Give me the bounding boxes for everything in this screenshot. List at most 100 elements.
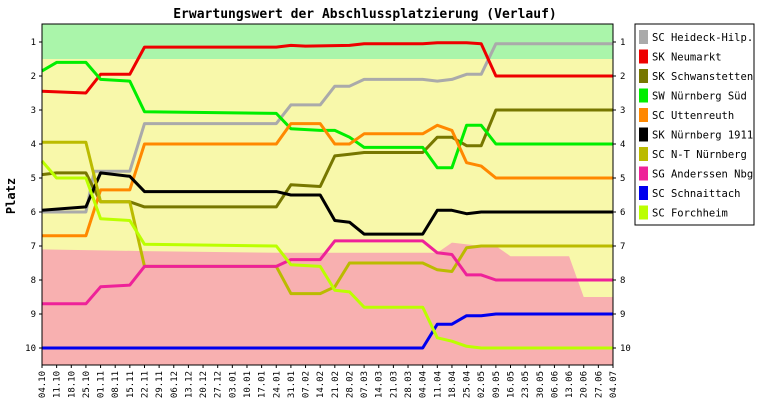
x-tick-label: 28.02: [345, 371, 355, 398]
x-tick-label: 21.02: [331, 371, 341, 398]
legend-swatch: [639, 186, 648, 200]
x-tick-label: 04.07: [609, 371, 619, 398]
x-tick-label: 09.05: [492, 371, 502, 398]
x-tick-label: 04.04: [419, 371, 429, 398]
x-tick-label: 20.06: [580, 371, 590, 398]
series-line: [41, 60, 613, 170]
x-tick-label: 25.04: [463, 371, 473, 398]
legend-swatch: [639, 147, 648, 161]
x-tick-label: 23.05: [521, 371, 531, 398]
legend-label: SC Forchheim: [652, 208, 728, 220]
plot-border: [41, 23, 614, 366]
x-tick-label: 13.12: [184, 371, 194, 398]
legend-label: SC Uttenreuth: [652, 110, 734, 122]
legend-label: SK Nürnberg 1911: [652, 130, 753, 142]
y-tick-label: 6: [620, 208, 625, 218]
x-tick-label: 24.01: [272, 371, 282, 398]
y-tick-label: 10: [620, 344, 631, 354]
series-line: [42, 122, 613, 238]
legend-label: SC Schnaittach: [652, 188, 741, 200]
zone-top: [42, 24, 613, 59]
legend-label: SG Anderssen Nbg: [652, 169, 753, 181]
series-line: [41, 41, 613, 95]
x-tick-label: 10.01: [243, 371, 253, 398]
legend-swatch: [639, 69, 648, 83]
y-axis-label: Platz: [4, 178, 18, 214]
series-line: [42, 312, 613, 350]
y-tick-label: 1: [31, 38, 36, 48]
zone-bottom: [42, 242, 613, 365]
x-tick-label: 06.12: [170, 371, 180, 398]
y-tick-label: 6: [31, 208, 36, 218]
series-lines: [40, 41, 613, 350]
x-tick-label: 11.04: [433, 371, 443, 398]
y-tick-label: 2: [620, 72, 625, 82]
x-tick-label: 07.02: [302, 371, 312, 398]
y-tick-label: 3: [31, 106, 36, 116]
x-tick-label: 18.10: [67, 371, 77, 398]
x-tick-label: 27.12: [214, 371, 224, 398]
x-tick-label: 03.01: [228, 371, 238, 398]
x-tick-label: 30.05: [536, 371, 546, 398]
legend-label: SW Nürnberg Süd: [652, 91, 747, 103]
x-tick-label: 14.03: [375, 371, 385, 398]
x-tick-label: 29.11: [155, 371, 165, 398]
series-line: [42, 140, 613, 296]
x-tick-label: 16.05: [507, 371, 517, 398]
x-tick-label: 22.11: [140, 371, 150, 398]
legend-label: SC Heideck-Hilp.: [652, 32, 753, 44]
legend-swatch: [639, 49, 648, 64]
series-line: [40, 160, 613, 350]
x-tick-label: 20.12: [199, 371, 209, 398]
plot-frame: [41, 23, 614, 366]
x-tick-label: 11.10: [53, 371, 63, 398]
x-tick-label: 27.06: [594, 371, 604, 398]
legend-swatch: [639, 30, 648, 44]
y-tick-label: 4: [31, 140, 36, 150]
y-tick-label: 2: [31, 72, 36, 82]
series-line: [41, 171, 613, 236]
y-tick-label: 7: [31, 242, 36, 252]
x-tick-label: 17.01: [258, 371, 268, 398]
legend-swatch: [639, 127, 648, 142]
x-tick-label: 02.05: [477, 371, 487, 398]
y-tick-label: 8: [620, 276, 625, 286]
y-tick-label: 10: [25, 344, 36, 354]
legend-swatch: [639, 108, 648, 122]
legend-label: SC N-T Nürnberg: [652, 149, 747, 161]
legend-label: SK Schwanstetten: [652, 71, 753, 83]
x-tick-label: 13.06: [565, 371, 575, 398]
x-tick-label: 01.11: [97, 371, 107, 398]
x-tick-label: 14.02: [316, 371, 326, 398]
x-tick-label: 08.11: [111, 371, 121, 398]
x-tick-label: 28.03: [404, 371, 414, 398]
y-tick-label: 7: [620, 242, 625, 252]
x-tick-label: 04.10: [38, 371, 48, 398]
y-tick-label: 9: [31, 310, 36, 320]
y-tick-label: 4: [620, 140, 625, 150]
x-tick-label: 25.10: [82, 371, 92, 398]
legend-swatch: [639, 205, 648, 220]
x-tick-label: 18.04: [448, 371, 458, 398]
y-tick-label: 9: [620, 310, 625, 320]
y-tick-label: 5: [620, 174, 625, 184]
x-tick-label: 31.01: [287, 371, 297, 398]
legend-swatch: [639, 166, 648, 181]
x-tick-label: 07.03: [360, 371, 370, 398]
y-tick-label: 1: [620, 38, 625, 48]
legend-label: SK Neumarkt: [652, 52, 722, 64]
background-zones: [42, 24, 613, 365]
series-line: [42, 42, 613, 214]
y-tick-label: 5: [31, 174, 36, 184]
legend-swatch: [639, 88, 648, 103]
x-ticks: 04.10 11.10 18.10 25.10 01.11 08.11 15.11 22.11…: [38, 365, 619, 398]
x-tick-label: 15.11: [126, 371, 136, 398]
series-line: [42, 239, 613, 306]
x-tick-label: 06.06: [550, 371, 560, 398]
legend-box: [634, 23, 755, 226]
y-tick-label: 3: [620, 106, 625, 116]
x-tick-label: 21.03: [389, 371, 399, 398]
legend: SC Heideck-Hilp. SK Neumarkt SK Schwanstet…: [634, 23, 755, 226]
